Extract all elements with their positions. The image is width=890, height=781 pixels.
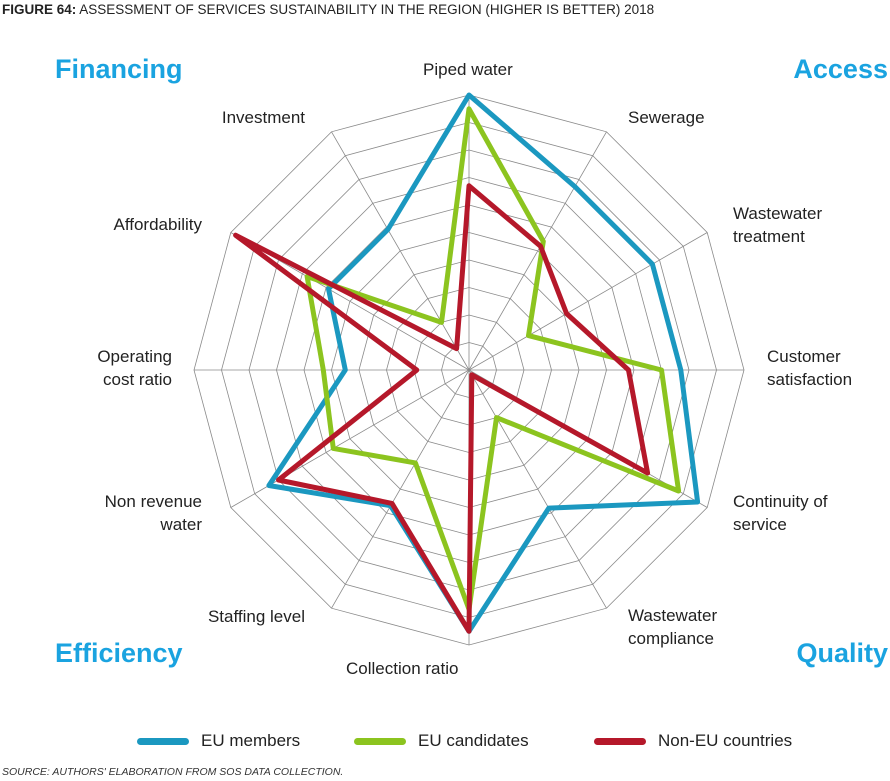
legend: EU members EU candidates Non-EU countrie…: [0, 728, 890, 754]
axis-label-staffing-level: Staffing level: [207, 607, 305, 626]
legend-label-eu-candidates: EU candidates: [418, 731, 529, 750]
legend-swatch-non-eu-countries: [594, 737, 646, 745]
legend-swatch-eu-candidates: [354, 737, 406, 745]
axis-label-wastewater-compliance: Wastewater compliance: [628, 606, 718, 648]
grid-spoke-6: [468, 369, 607, 609]
axis-label-investment: Investment: [221, 108, 305, 127]
axis-label-collection-ratio: Collection ratio: [346, 659, 459, 678]
legend-swatch-eu-members: [137, 737, 189, 745]
axis-label-affordability: Affordability: [113, 215, 202, 234]
quadrant-label-financing: Financing: [55, 54, 183, 84]
grid-spoke-9: [230, 369, 470, 508]
axis-label-sewerage: Sewerage: [628, 108, 705, 127]
quadrant-label-efficiency: Efficiency: [55, 638, 183, 668]
grid-spoke-2: [468, 131, 607, 371]
quadrant-label-quality: Quality: [796, 638, 888, 668]
legend-label-eu-members: EU members: [201, 731, 301, 750]
legend-item-non-eu-countries: Non-EU countries: [594, 728, 792, 754]
axis-label-wastewater-treatment: Wastewater treatment: [733, 204, 823, 246]
axis-label-operating-cost-ratio: Operating cost ratio: [97, 347, 172, 389]
grid-spoke-3: [468, 232, 708, 371]
axis-label-non-revenue-water: Non revenue water: [104, 492, 202, 534]
figure-number: FIGURE 64:: [2, 2, 77, 17]
series-line-non-eu-countries: [233, 183, 651, 634]
axis-label-piped-water: Piped water: [423, 60, 513, 79]
axis-label-continuity-of-service: Continuity of service: [733, 492, 828, 534]
grid-spoke-8: [331, 369, 470, 609]
source-note: SOURCE: AUTHORS' ELABORATION FROM SOS DA…: [2, 766, 344, 778]
quadrant-label-access: Access: [793, 54, 888, 84]
axis-label-customer-satisfaction: Customer satisfaction: [767, 347, 853, 389]
legend-item-eu-members: EU members: [137, 728, 300, 754]
figure-title-text: ASSESSMENT OF SERVICES SUSTAINABILITY IN…: [79, 2, 655, 17]
legend-label-non-eu-countries: Non-EU countries: [658, 731, 793, 750]
figure-title: FIGURE 64: ASSESSMENT OF SERVICES SUSTAI…: [2, 2, 654, 17]
grid-spoke-12: [331, 131, 470, 371]
legend-item-eu-candidates: EU candidates: [354, 728, 529, 754]
radar-series: [233, 92, 701, 634]
